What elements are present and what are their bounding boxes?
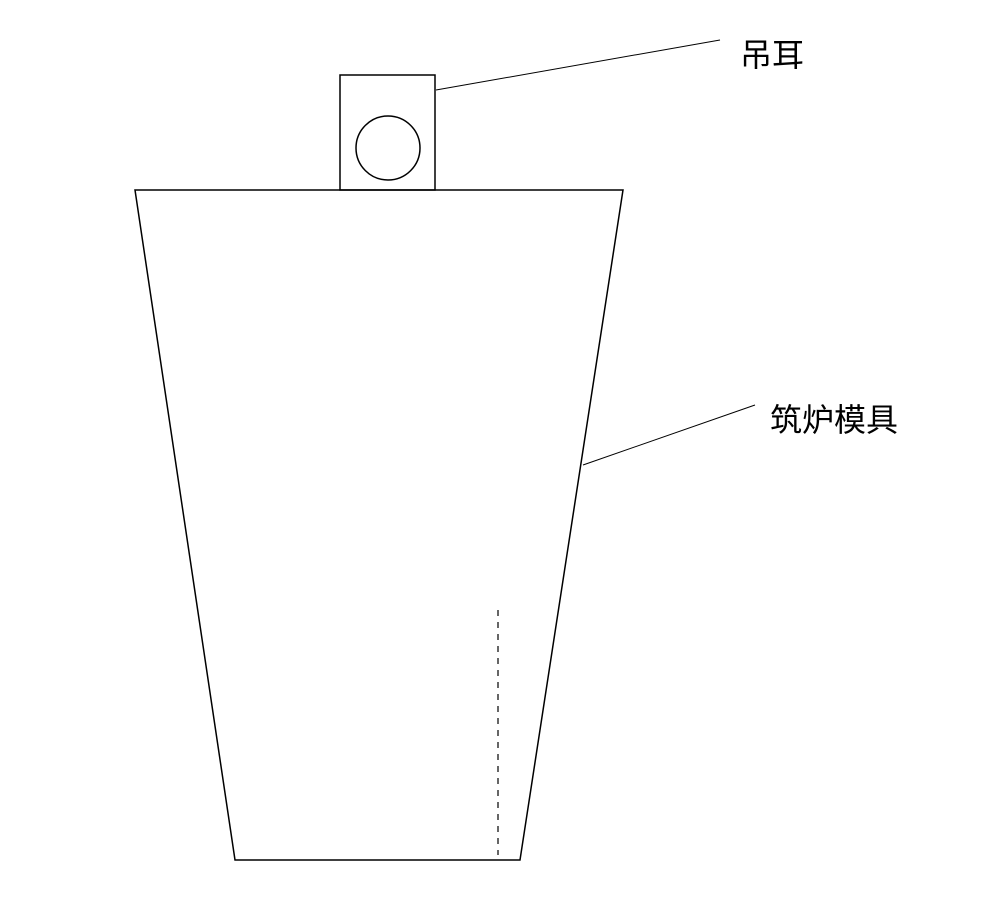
- diagram-container: 吊耳 筑炉模具: [0, 0, 1000, 906]
- lifting-lug-hole: [356, 116, 420, 180]
- diagram-svg: [0, 0, 1000, 906]
- lifting-lug-rect: [340, 75, 435, 190]
- furnace-mold-shape: [135, 190, 623, 860]
- label-lifting-lug: 吊耳: [740, 30, 804, 76]
- leader-line-mold: [583, 405, 755, 465]
- leader-line-lug: [436, 40, 720, 90]
- label-furnace-mold: 筑炉模具: [770, 395, 898, 441]
